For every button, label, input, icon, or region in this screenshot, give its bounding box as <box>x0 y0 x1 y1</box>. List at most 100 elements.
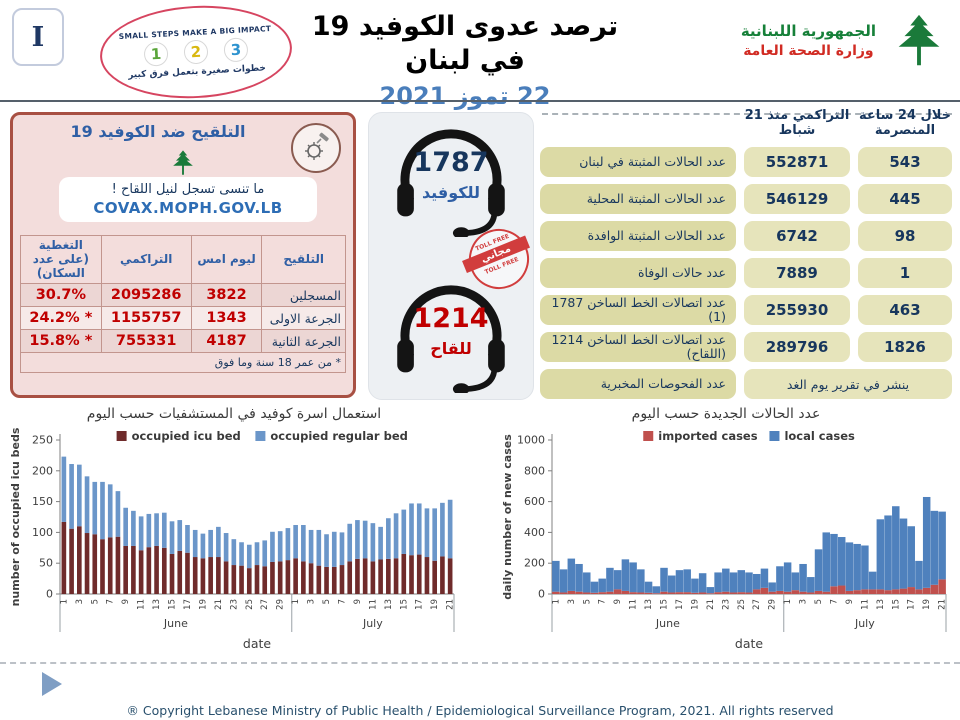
beds-chart-canvas: 0 50 100 150 200 250 number of occupied icu be… <box>9 427 456 651</box>
table-row: المسجلين 3822 2095286 30.7% <box>20 283 346 308</box>
bar-segment <box>347 523 353 562</box>
bar-segment <box>922 587 931 594</box>
chart-text: 21 <box>214 599 224 610</box>
age-footnote: * من عمر 18 سنة وما فوق <box>20 352 346 374</box>
bar-segment <box>138 516 144 551</box>
vaccine-hotline-label: للقاح <box>430 339 472 358</box>
chart-text: 21 <box>446 599 456 610</box>
bar-segment <box>339 532 345 566</box>
bar-segment <box>401 553 407 594</box>
chart-text: 15 <box>168 599 178 610</box>
bar-segment <box>899 518 908 589</box>
poster-headline: SMALL STEPS MAKE A BIG IMPACT <box>118 23 272 41</box>
chart-text: 7 <box>337 599 347 604</box>
bar-segment <box>776 566 784 591</box>
bar-segment <box>393 513 399 559</box>
vaccination-table: التلقيح ليوم امس التراكمي التغطية (على ع… <box>20 234 346 374</box>
bar-segment <box>760 587 769 594</box>
chart-text: 150 <box>32 495 53 508</box>
cedar-small-icon <box>173 150 193 175</box>
chart-text: 3 <box>307 599 317 604</box>
bar-segment <box>652 586 661 594</box>
bar-segment <box>575 591 583 594</box>
ministry-name: الجمهورية اللبنانية وزارة الصحة العامة <box>741 22 876 59</box>
hotline-panel: 1787 للكوفيد TOLL FREE مجاني TOLL FREE 1… <box>368 112 539 400</box>
bar-segment <box>192 557 198 594</box>
vaccination-table-header-row: التلقيح ليوم امس التراكمي التغطية (على ع… <box>20 234 346 285</box>
covid-hotline-label: للكوفيد <box>421 183 481 202</box>
bar-segment <box>270 561 275 594</box>
bar-segment <box>440 556 445 594</box>
bar-segment <box>216 526 221 558</box>
chart-text: daily number of new cases <box>501 434 514 600</box>
vaccine-hotline-number: 1214 <box>413 303 489 334</box>
stat-last24: 1826 <box>858 332 952 362</box>
bar-segment <box>355 558 360 594</box>
bar-segment <box>930 584 939 594</box>
chart-text: 9 <box>845 599 855 604</box>
bar-segment <box>714 592 722 594</box>
bar-segment <box>837 537 846 586</box>
bar-segment <box>347 561 353 594</box>
bar-segment <box>768 582 776 592</box>
bar-segment <box>416 503 422 555</box>
bar-segment <box>185 525 190 553</box>
bar-segment <box>675 592 684 594</box>
bar-segment <box>331 566 337 594</box>
cedar-logo-icon <box>898 14 940 66</box>
bar-segment <box>552 591 560 594</box>
bar-segment <box>362 520 368 559</box>
chart-text: 1 <box>59 599 69 604</box>
beds-chart-title: استعمال اسرة كوفيد في المستشفيات حسب الي… <box>86 406 382 422</box>
chart-text: local cases <box>784 429 855 443</box>
step-1-badge: 1 <box>143 40 169 67</box>
bar-segment <box>613 589 622 594</box>
row-label: الجرعة الاولى <box>261 306 346 331</box>
bar-segment <box>845 590 854 594</box>
chart-text: 250 <box>32 434 53 447</box>
chart-text: 15 <box>891 599 901 610</box>
bar-segment <box>92 481 98 535</box>
bar-segment <box>200 533 206 559</box>
bar-segment <box>293 525 298 559</box>
bar-segment <box>598 578 606 593</box>
chart-text: 23 <box>721 599 731 610</box>
copyright-footer: ® Copyright Lebanese Ministry of Public … <box>126 703 834 718</box>
stat-label: عدد الحالات المثبتة في لبنان <box>540 147 736 177</box>
stat-label: عدد الفحوصات المخبرية <box>540 369 736 399</box>
bar-segment <box>683 592 691 594</box>
chart-text: 5 <box>814 599 824 604</box>
hospital-beds-chart: استعمال اسرة كوفيد في المستشفيات حسب الي… <box>8 406 460 676</box>
bar-segment <box>131 545 136 594</box>
bar-segment <box>799 591 807 594</box>
chart-text: 9 <box>613 599 623 604</box>
bar-segment <box>868 589 877 594</box>
chart-text: 17 <box>183 599 193 610</box>
bar-segment <box>277 531 283 562</box>
chart-text: 11 <box>368 599 378 610</box>
col-header-cumulative: التراكمي <box>100 234 192 285</box>
bar-segment <box>77 464 82 527</box>
stat-label: عدد اتصالات الخط الساخن 1787 (1) <box>540 295 736 325</box>
bar-segment <box>409 555 414 594</box>
chart-text: 13 <box>644 599 654 610</box>
bar-segment <box>401 509 407 554</box>
bar-segment <box>807 592 815 594</box>
bar-segment <box>791 590 800 594</box>
bar-segment <box>316 565 322 594</box>
header-divider <box>0 100 960 102</box>
covax-site-link[interactable]: COVAX.MOPH.GOV.LB <box>93 199 283 217</box>
yesterday-value: 3822 <box>190 283 263 308</box>
bar-segment <box>698 592 707 594</box>
chart-text: 1 <box>551 599 561 604</box>
chart-text: 400 <box>524 526 545 539</box>
page-title: ترصد عدوى الكوفيد 19 في لبنان <box>311 11 619 76</box>
new-cases-chart: عدد الحالات الجديدة حسب اليوم 0 200 400 600… <box>500 406 952 676</box>
bar-segment <box>185 552 190 594</box>
bar-segment <box>223 561 229 594</box>
play-arrow-icon <box>42 672 62 696</box>
bar-segment <box>123 507 128 546</box>
bar-segment <box>378 559 383 594</box>
col-header-yesterday: ليوم امس <box>190 234 263 285</box>
chart-text: 11 <box>629 599 639 610</box>
